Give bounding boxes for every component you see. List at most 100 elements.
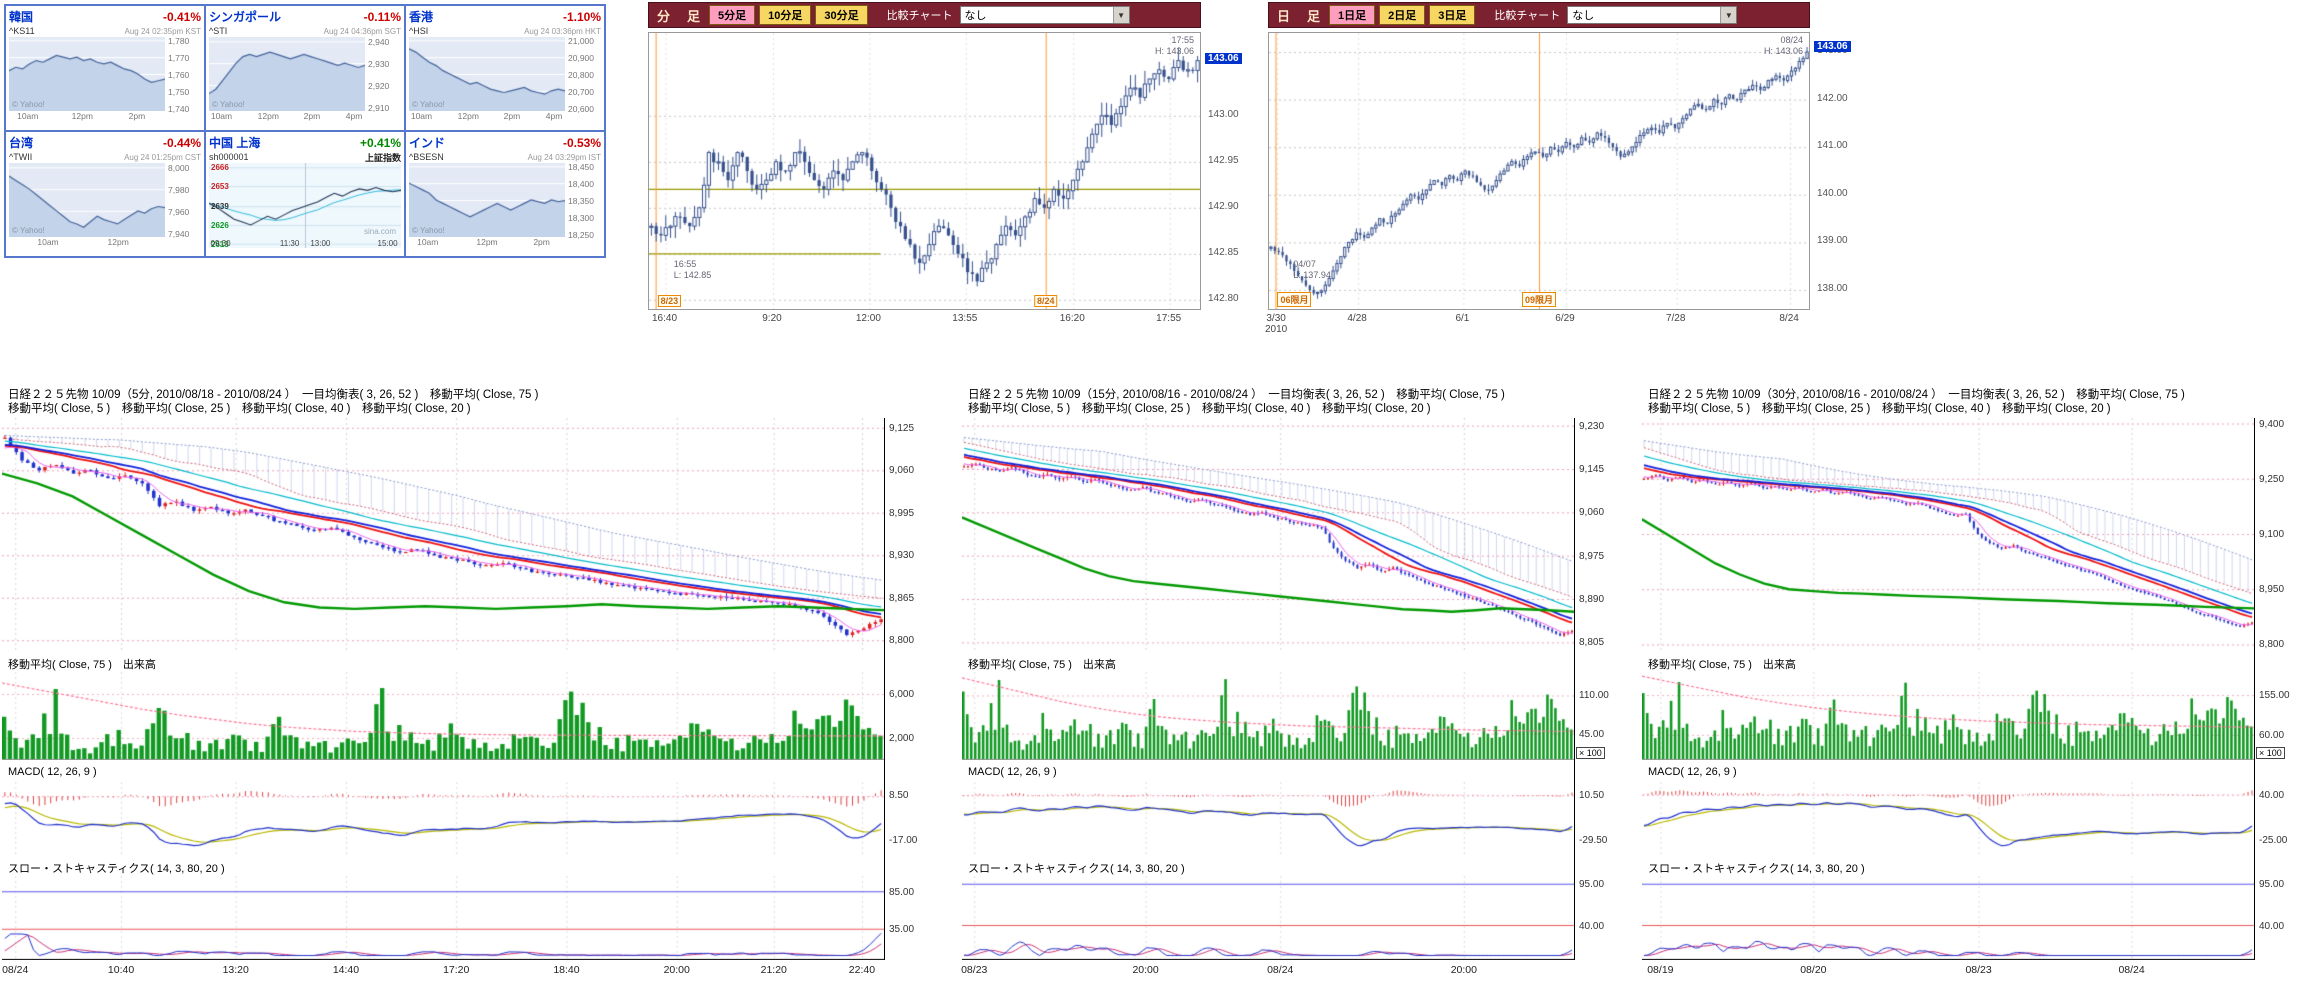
mini-y-label: 2626 (211, 220, 229, 230)
market-change: -0.11% (363, 9, 401, 24)
y-axis-label: 8,800 (2259, 639, 2285, 651)
x-axis-label: 13:55 (952, 313, 978, 324)
market-name-link[interactable]: 台湾 (9, 136, 34, 150)
x-axis-label: 18:40 (553, 964, 580, 976)
mini-x-label: 10am (417, 237, 439, 247)
market-change: -1.10% (562, 9, 601, 24)
volume-chart-canvas (1642, 672, 2254, 760)
market-name-link[interactable]: 中国 上海 (209, 136, 261, 150)
compare-chart-label: 比較チャート (886, 10, 953, 22)
mini-x-label: 2pm (303, 111, 321, 121)
compare-chart-value: なし (1572, 10, 1595, 22)
y-axis-label: 9,060 (1579, 507, 1605, 519)
mini-x-axis: 10am 12pm 2pm (9, 111, 165, 122)
x-axis-label: 16:20 (1059, 313, 1085, 324)
y-axis-label: 142.90 (1208, 200, 1239, 212)
mini-x-label: 12pm (71, 111, 93, 121)
mini-chart-canvas (209, 163, 401, 248)
x-axis-label: 08/19 (1647, 964, 1674, 976)
volume-y-label: 110.00 (1579, 690, 1609, 702)
macd-y-label: 8.50 (889, 789, 909, 801)
mini-y-label: 18,450 (568, 162, 594, 173)
market-change: +0.41% (359, 135, 401, 150)
volume-multiplier-badge: × 100 (2256, 747, 2285, 759)
volume-y-label: 6,000 (889, 689, 915, 700)
x-axis-label: 20:00 (663, 964, 690, 976)
market-cell-subheader: ^KS11 Aug 24 02:35pm KST (9, 25, 201, 37)
macd-chart-canvas (962, 782, 1574, 854)
volume-y-label: 155.00 (2259, 690, 2290, 702)
market-name-link[interactable]: 香港 (409, 10, 434, 24)
x-axis-label: 10:40 (107, 964, 135, 976)
macd-y-label: -17.00 (889, 834, 918, 846)
market-timestamp: Aug 24 03:36pm HKT (524, 26, 601, 36)
stochastics-chart-canvas (962, 876, 1574, 960)
price-axis-line (1574, 418, 1575, 960)
market-name-link[interactable]: シンガポール (209, 10, 282, 24)
macd-pane-label: MACD( 12, 26, 9 ) (968, 766, 1057, 778)
date-marker: 8/23 (657, 295, 682, 307)
market-cell-header: 韓国 -0.41% (9, 8, 201, 25)
tab-2日足[interactable]: 2日足 (1379, 5, 1426, 25)
chevron-down-icon: ▼ (1112, 7, 1129, 23)
stochastics-y-label: 40.00 (2259, 920, 2285, 932)
mini-y-label: 7,980 (168, 185, 190, 196)
compare-chart-select[interactable]: なし ▼ (1567, 6, 1738, 24)
y-axis-label: 142.95 (1208, 154, 1239, 166)
volume-pane-label: 移動平均( Close, 75 ) 出来高 (8, 659, 156, 671)
y-axis-label: 8,865 (889, 592, 915, 604)
compare-chart-select[interactable]: なし ▼ (959, 6, 1130, 24)
macd-pane-label: MACD( 12, 26, 9 ) (8, 766, 97, 778)
daily-chart-canvas (1269, 33, 1809, 309)
market-change: -0.44% (162, 135, 201, 150)
tab-10分足[interactable]: 10分足 (759, 5, 812, 25)
market-name-link[interactable]: 韓国 (9, 10, 34, 24)
mini-chart: © Yahoo! (9, 163, 165, 237)
mini-y-axis: 2,940 2,930 2,920 2,910 (365, 37, 401, 112)
futures-panel-15min: 日経２２５先物 10/09（15分, 2010/08/16 - 2010/08/… (961, 386, 1640, 986)
market-name-link[interactable]: インド (409, 136, 446, 150)
volume-chart-canvas (962, 672, 1574, 760)
volume-y-label: 2,000 (889, 733, 915, 744)
x-axis-label: 08/24 (2, 964, 29, 976)
current-price-badge: 143.06 (1814, 41, 1851, 53)
volume-pane-label: 移動平均( Close, 75 ) 出来高 (968, 659, 1116, 671)
market-change: -0.53% (562, 135, 601, 150)
mini-chart-canvas (9, 37, 165, 111)
volume-pane-label: 移動平均( Close, 75 ) 出来高 (1648, 659, 1796, 671)
volume-y-label: 60.00 (2259, 729, 2285, 741)
x-axis-label: 20:00 (1132, 964, 1159, 976)
y-axis-label: 8,800 (889, 635, 915, 647)
daily-panel-title: 日 足 (1277, 8, 1323, 24)
tab-3日足[interactable]: 3日足 (1429, 5, 1476, 25)
current-price-badge: 143.06 (1205, 52, 1242, 64)
tab-1日足[interactable]: 1日足 (1329, 5, 1376, 25)
mini-x-axis: 10am 12pm (9, 237, 165, 248)
y-axis-label: 143.00 (1208, 108, 1239, 120)
market-cell-subheader: sh000001 上証指数 (209, 151, 401, 163)
yahoo-credit: © Yahoo! (212, 100, 245, 109)
mini-y-label: 20,800 (568, 70, 594, 80)
daily-chart-plot: 06限月 09限月 08/24 H: 143.06 04/07 L: 137.94 (1268, 32, 1810, 310)
y-axis-label: 8,950 (2259, 584, 2285, 596)
x-axis-label: 17:55 (1156, 313, 1182, 324)
mini-y-label: 1,750 (168, 86, 190, 97)
mini-y-label: 21,000 (568, 36, 594, 47)
tab-30分足[interactable]: 30分足 (815, 5, 868, 25)
x-axis-label: 12:00 (855, 313, 881, 324)
mini-y-label: 20,900 (568, 53, 594, 64)
high-annotation: 08/24 H: 143.06 (1763, 35, 1803, 56)
y-axis-label: 142.00 (1817, 92, 1848, 104)
market-timestamp: Aug 24 03:29pm IST (527, 152, 601, 162)
mini-y-label: 2613 (211, 239, 229, 249)
x-axis-label: 3/30 (1266, 313, 1286, 324)
mini-y-label: 8,000 (168, 163, 190, 174)
y-axis-label: 9,250 (2259, 473, 2285, 485)
tab-5分足[interactable]: 5分足 (709, 5, 756, 25)
price-axis-line (2254, 418, 2255, 960)
mini-chart: © Yahoo! (409, 163, 565, 237)
mini-y-label: 2639 (211, 202, 229, 212)
market-cell-header: シンガポール -0.11% (209, 8, 401, 25)
mini-x-label: 13:00 (310, 239, 331, 248)
market-symbol: ^BSESN (409, 152, 444, 162)
